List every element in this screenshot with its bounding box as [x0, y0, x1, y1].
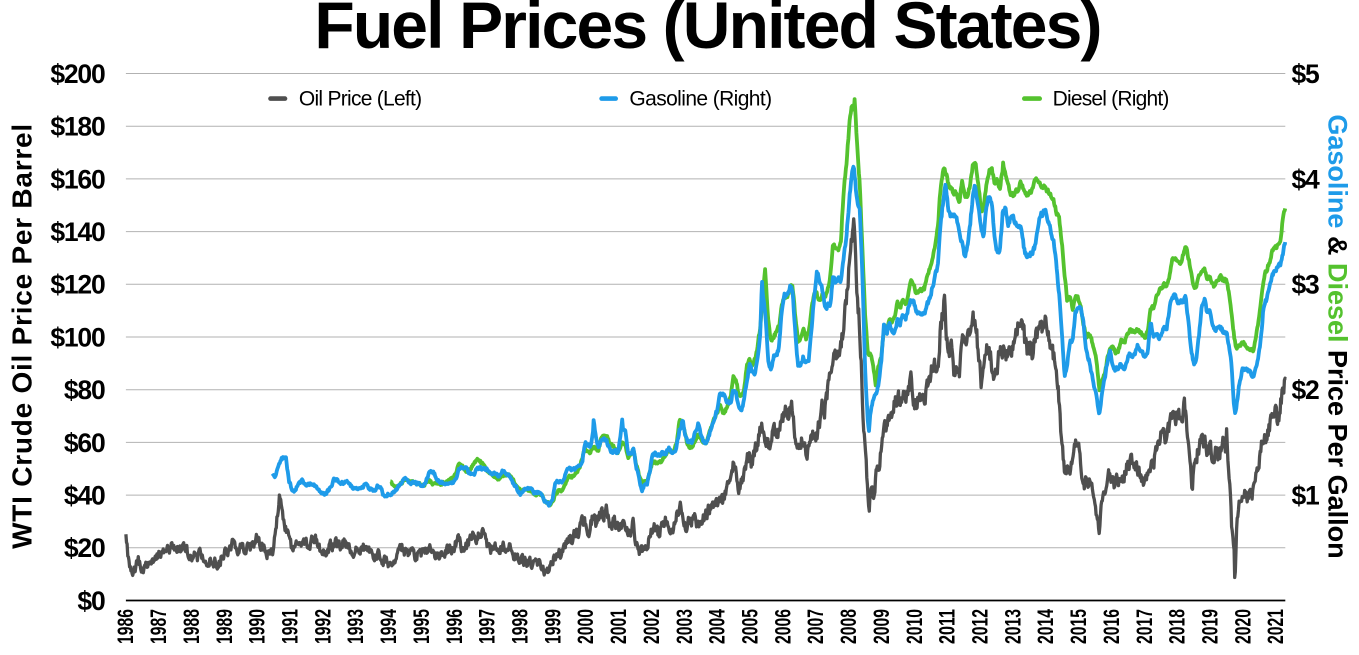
svg-text:2020: 2020	[1230, 609, 1255, 644]
svg-text:1989: 1989	[212, 609, 237, 644]
svg-text:1991: 1991	[278, 609, 303, 644]
svg-text:$80: $80	[64, 375, 105, 405]
svg-text:2007: 2007	[803, 609, 828, 644]
svg-text:$100: $100	[50, 322, 105, 352]
svg-text:$5: $5	[1292, 59, 1320, 89]
svg-text:1995: 1995	[409, 609, 434, 644]
svg-text:2013: 2013	[1000, 609, 1025, 644]
svg-text:1992: 1992	[310, 609, 335, 644]
svg-text:2010: 2010	[902, 609, 927, 644]
svg-text:WTI Crude Oil Price Per Barrel: WTI Crude Oil Price Per Barrel	[7, 123, 38, 549]
svg-text:$3: $3	[1292, 270, 1320, 300]
svg-text:1986: 1986	[113, 609, 138, 644]
svg-text:2021: 2021	[1263, 609, 1288, 644]
svg-text:2003: 2003	[672, 609, 697, 644]
svg-text:$1: $1	[1292, 481, 1320, 511]
svg-text:$60: $60	[64, 428, 105, 458]
svg-text:1994: 1994	[376, 608, 401, 644]
svg-text:2008: 2008	[836, 609, 861, 644]
svg-text:Gasoline (Right): Gasoline (Right)	[629, 87, 771, 110]
svg-text:1987: 1987	[146, 609, 171, 644]
svg-text:$0: $0	[77, 586, 105, 616]
svg-text:2017: 2017	[1132, 609, 1157, 644]
svg-text:$4: $4	[1292, 164, 1321, 194]
svg-text:$120: $120	[50, 270, 105, 300]
svg-text:2001: 2001	[606, 609, 631, 644]
svg-text:2018: 2018	[1165, 609, 1190, 644]
svg-text:2000: 2000	[573, 609, 598, 644]
svg-text:1999: 1999	[540, 609, 565, 644]
svg-text:1988: 1988	[179, 609, 204, 644]
svg-text:2011: 2011	[935, 609, 960, 644]
svg-text:Diesel (Right): Diesel (Right)	[1053, 87, 1169, 110]
svg-text:2006: 2006	[770, 609, 795, 644]
svg-text:1997: 1997	[475, 609, 500, 644]
svg-text:2014: 2014	[1033, 608, 1058, 644]
svg-text:2002: 2002	[639, 609, 664, 644]
svg-text:1993: 1993	[343, 609, 368, 644]
svg-text:1990: 1990	[245, 609, 270, 644]
svg-text:2019: 2019	[1198, 609, 1223, 644]
svg-text:$2: $2	[1292, 375, 1320, 405]
svg-text:2004: 2004	[705, 608, 730, 644]
svg-text:$140: $140	[50, 217, 105, 247]
svg-text:2009: 2009	[869, 609, 894, 644]
svg-text:$40: $40	[64, 481, 105, 511]
svg-text:$200: $200	[50, 59, 105, 89]
svg-text:Gasoline & Diesel Price Per Ga: Gasoline & Diesel Price Per Gallon	[1323, 114, 1353, 558]
svg-text:2012: 2012	[968, 609, 993, 644]
svg-text:2016: 2016	[1099, 609, 1124, 644]
svg-text:Oil Price (Left): Oil Price (Left)	[299, 87, 422, 110]
svg-text:$160: $160	[50, 164, 105, 194]
svg-text:1998: 1998	[508, 609, 533, 644]
svg-text:$180: $180	[50, 112, 105, 142]
svg-text:1996: 1996	[442, 609, 467, 644]
svg-text:2005: 2005	[738, 609, 763, 644]
svg-text:2015: 2015	[1066, 609, 1091, 644]
svg-text:$20: $20	[64, 533, 105, 563]
svg-text:Fuel Prices (United States): Fuel Prices (United States)	[314, 0, 1100, 62]
